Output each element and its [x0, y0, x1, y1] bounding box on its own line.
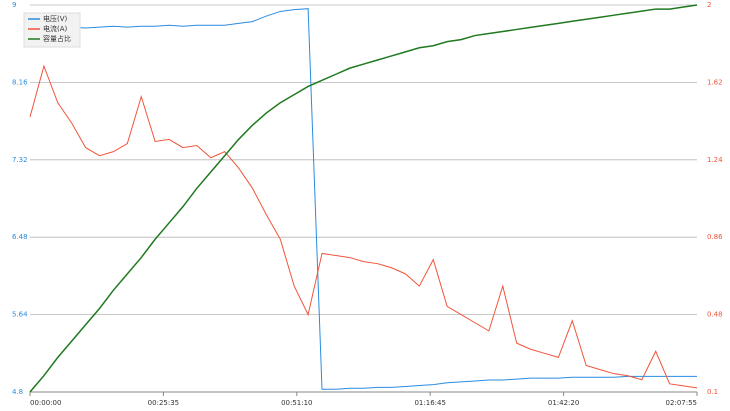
x-tick-label: 01:16:45	[414, 399, 445, 407]
y-tick-label: 6.48	[12, 233, 28, 241]
series-line	[29, 4, 698, 393]
y2-tick-label: 2	[707, 1, 711, 9]
y2-tick-label: 1.24	[707, 156, 723, 164]
y-tick-label: 9	[12, 1, 16, 9]
legend-label: 电压(V)	[43, 14, 68, 23]
y-tick-label: 5.64	[12, 311, 28, 319]
y2-tick-label: 0.1	[707, 388, 718, 396]
legend-label: 电流(A)	[43, 24, 68, 33]
legend-label: 容量占比	[43, 34, 71, 43]
x-tick-label: 00:00:00	[30, 399, 61, 407]
y-tick-label: 7.32	[12, 156, 28, 164]
y2-tick-label: 0.48	[707, 311, 723, 319]
y-tick-label: 4.8	[12, 388, 23, 396]
x-tick-label: 02:07:55	[666, 399, 697, 407]
y-tick-label: 8.16	[12, 78, 28, 86]
x-tick-label: 00:25:35	[148, 399, 179, 407]
series-line	[29, 8, 697, 390]
x-tick-label: 01:42:20	[548, 399, 579, 407]
y2-tick-label: 1.62	[707, 78, 723, 86]
x-tick-label: 00:51:10	[281, 399, 312, 407]
y2-tick-label: 0.86	[707, 233, 723, 241]
legend: 电压(V)电流(A)容量占比	[23, 12, 81, 48]
series-line	[29, 64, 698, 389]
